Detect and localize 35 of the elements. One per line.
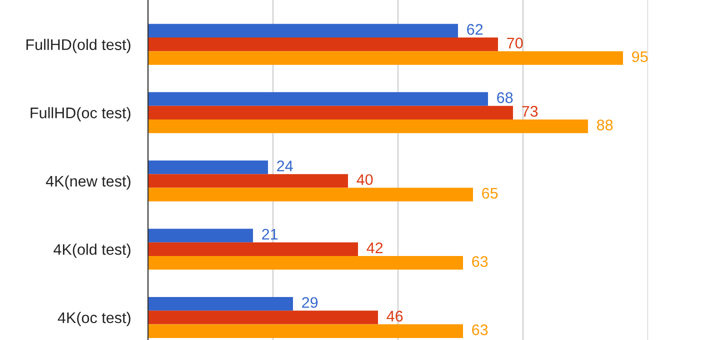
y-tick-label: FullHD(old test) <box>26 38 130 54</box>
data-label: 24 <box>277 160 293 172</box>
bar <box>148 310 378 324</box>
data-label: 42 <box>366 242 383 254</box>
data-label: 95 <box>632 51 648 62</box>
bar <box>148 38 498 52</box>
y-tick-label: 4K(oc test) <box>58 312 130 326</box>
data-label: 62 <box>467 24 483 35</box>
data-label: 70 <box>507 38 523 48</box>
data-label: 46 <box>386 310 403 322</box>
y-tick-label: 4K(old test) <box>54 244 130 258</box>
bar <box>148 188 473 202</box>
bar <box>148 24 458 38</box>
bar <box>148 119 588 134</box>
data-label: 63 <box>472 324 488 336</box>
data-label: 29 <box>302 297 318 308</box>
data-label: 63 <box>472 256 488 267</box>
bar <box>148 256 463 270</box>
data-label: 65 <box>482 188 498 199</box>
y-tick-label: 4K(new test) <box>46 175 130 190</box>
data-label: 88 <box>596 120 613 130</box>
bar <box>148 324 463 338</box>
data-label: 21 <box>262 228 278 240</box>
bar <box>148 51 623 65</box>
bar <box>148 174 348 188</box>
y-tick-label: FullHD(oc test) <box>30 107 130 122</box>
bar <box>148 160 268 174</box>
data-label: 73 <box>522 106 538 117</box>
bar <box>148 106 513 120</box>
bar <box>148 228 253 242</box>
bar <box>148 296 293 311</box>
data-label: 68 <box>497 92 513 104</box>
data-label: 40 <box>356 174 373 186</box>
bar <box>148 242 358 256</box>
bar <box>148 92 488 106</box>
